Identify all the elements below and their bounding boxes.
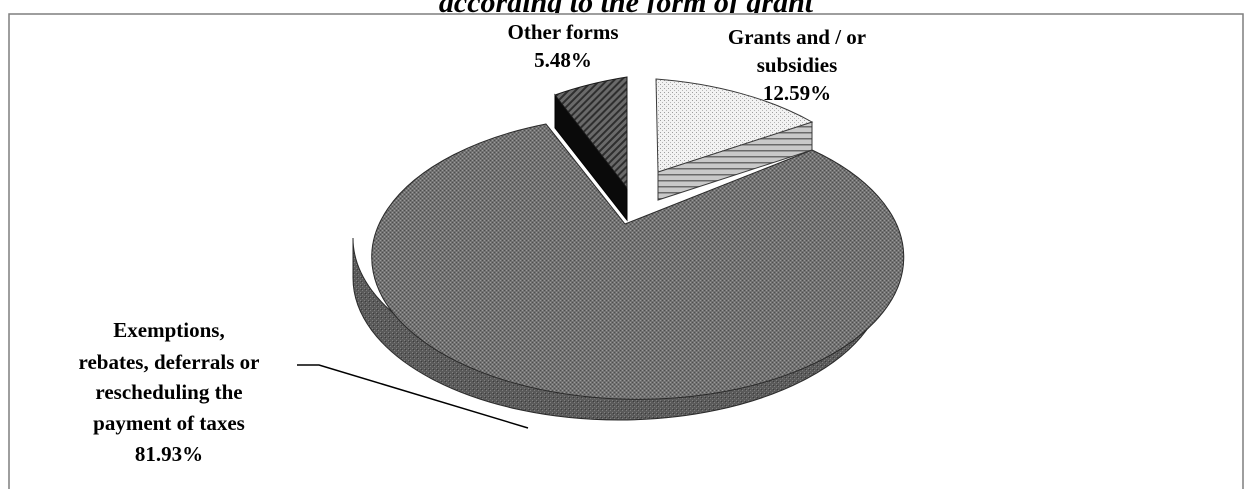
pie-slice-grants [655, 78, 814, 173]
grants-label-line-2: subsidies [757, 53, 838, 77]
other-label-line-1: Other forms [508, 20, 619, 44]
slice-label-other: Other forms 5.48% [508, 20, 619, 72]
slice-label-grants: Grants and / or subsidies 12.59% [728, 25, 866, 105]
exemptions-value-label: 81.93% [135, 442, 203, 466]
chart-title: according to the form of grant [439, 0, 815, 19]
slice-label-exemptions: Exemptions, rebates, deferrals or resche… [79, 318, 260, 466]
grants-label-line-1: Grants and / or [728, 25, 866, 49]
pie-slice-other [554, 76, 628, 190]
exemptions-label-line-3: rescheduling the [95, 380, 242, 404]
grants-value-label: 12.59% [763, 81, 831, 105]
other-value-label: 5.48% [534, 48, 592, 72]
exemptions-label-line-4: payment of taxes [93, 411, 245, 435]
chart-border [8, 13, 1244, 489]
exemptions-label-line-2: rebates, deferrals or [79, 350, 260, 374]
pie-slice-exemptions [371, 123, 905, 400]
exemptions-label-line-1: Exemptions, [113, 318, 224, 342]
leader-line-exemptions [297, 364, 529, 429]
chart-title-clip: according to the form of grant [439, 0, 815, 19]
